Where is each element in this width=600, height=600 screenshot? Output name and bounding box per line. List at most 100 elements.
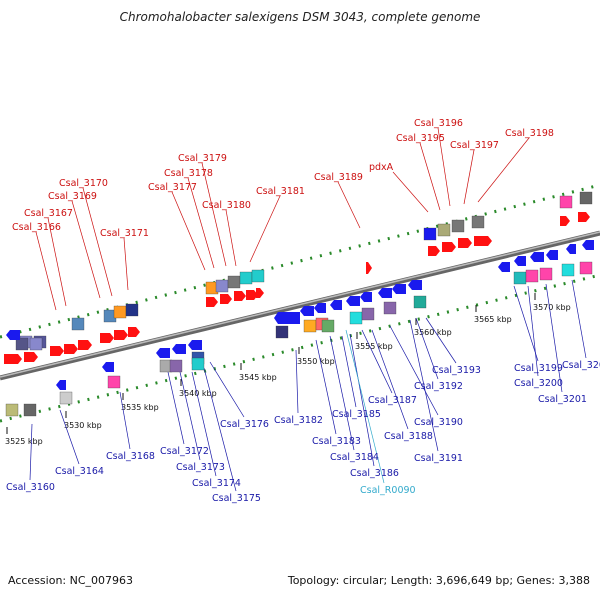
reverse-gene-arrow xyxy=(566,244,576,254)
tick-label: 3545 kbp xyxy=(239,373,277,382)
forward-gene-block xyxy=(71,317,85,331)
forward-gene-arrow xyxy=(100,333,114,343)
forward-gene-block xyxy=(579,191,593,205)
reverse-gene-label-leader xyxy=(191,371,217,477)
tick-label: 3555 kbp xyxy=(355,342,393,351)
reverse-gene-label-leader xyxy=(349,333,375,467)
reverse-gene-arrow xyxy=(514,256,526,266)
reverse-gene-arrow xyxy=(56,380,66,390)
tick-label: 3550 kbp xyxy=(297,357,335,366)
reverse-gene-label: Csal_3187 xyxy=(368,395,417,406)
forward-gene-arrow xyxy=(458,238,472,248)
reverse-gene-arrow xyxy=(378,288,392,298)
forward-gene-block xyxy=(559,195,573,209)
forward-gene-label: Csal_3166 xyxy=(12,222,61,233)
forward-gene-arrow xyxy=(246,290,258,300)
reverse-gene-block xyxy=(413,295,427,309)
forward-gene-arrow xyxy=(428,246,440,256)
reverse-gene-block xyxy=(15,337,29,351)
reverse-gene-label: Csal_3191 xyxy=(414,453,463,464)
reverse-gene-arrow xyxy=(314,303,326,313)
reverse-gene-block xyxy=(383,301,397,315)
reverse-gene-label: Csal_3202 xyxy=(562,360,600,371)
reverse-gene-block xyxy=(513,271,527,285)
reverse-gene-block xyxy=(191,357,205,371)
forward-gene-label-leader xyxy=(437,127,451,207)
tick-label: 3570 kbp xyxy=(533,303,571,312)
tick-label: 3565 kbp xyxy=(474,315,512,324)
forward-gene-label: Csal_3198 xyxy=(505,128,554,139)
forward-gene-block xyxy=(471,215,485,229)
reverse-gene-label-leader xyxy=(571,279,587,359)
forward-gene-arrow xyxy=(128,327,140,337)
forward-gene-label: Csal_3196 xyxy=(414,118,463,129)
forward-gene-label: Csal_3169 xyxy=(48,191,97,202)
forward-gene-label-leader xyxy=(35,231,57,311)
forward-gene-label: Csal_3189 xyxy=(314,172,363,183)
reverse-gene-block xyxy=(59,391,73,405)
forward-gene-label-leader xyxy=(477,137,530,203)
reverse-gene-block xyxy=(169,359,183,373)
reverse-gene-arrow xyxy=(172,344,186,354)
topology-text: Topology: circular; Length: 3,696,649 bp… xyxy=(287,574,590,587)
reverse-gene-label-leader xyxy=(315,339,337,435)
reverse-gene-label: Csal_3182 xyxy=(274,415,323,426)
forward-gene-block xyxy=(239,271,253,285)
forward-gene-label-leader xyxy=(392,171,429,213)
reverse-gene-label-leader xyxy=(209,361,245,418)
reverse-gene-block xyxy=(5,403,19,417)
forward-gene-block xyxy=(251,269,265,283)
forward-gene-block xyxy=(451,219,465,233)
reverse-gene-label-leader xyxy=(329,335,355,451)
forward-gene-label-leader xyxy=(201,162,227,267)
reverse-gene-arrow xyxy=(408,280,422,290)
reverse-gene-label: Csal_3199 xyxy=(514,363,563,374)
reverse-gene-arrow xyxy=(582,240,594,250)
forward-gene-arrow xyxy=(578,212,590,222)
reverse-gene-label-leader xyxy=(179,371,201,461)
tick-label: 3540 kbp xyxy=(179,389,217,398)
reverse-gene-label: Csal_3201 xyxy=(538,394,587,405)
forward-gene-label: Csal_3197 xyxy=(450,140,499,151)
reverse-gene-label: Csal_3186 xyxy=(350,468,399,479)
tick-marks: 3525 kbp 3530 kbp 3535 kbp 3540 kbp 3545 kbp… xyxy=(5,293,571,446)
forward-gene-arrow xyxy=(220,294,232,304)
forward-gene-arrow xyxy=(234,291,246,301)
reverse-gene-label: Csal_3184 xyxy=(330,452,379,463)
forward-gene-label-leader xyxy=(71,200,101,299)
forward-gene-label-leader xyxy=(419,142,441,211)
forward-gene-arrow xyxy=(64,344,78,354)
reverse-gene-label-leader xyxy=(389,325,439,416)
tick-label: 3525 kbp xyxy=(5,437,43,446)
reverse-gene-label: Csal_3168 xyxy=(106,451,155,462)
forward-gene-arrow xyxy=(560,216,570,226)
forward-gene-arrow xyxy=(206,297,218,307)
tick-label: 3560 kbp xyxy=(414,328,452,337)
reverse-gene-label-leader xyxy=(371,329,409,430)
reverse-gene-label-leader xyxy=(409,319,439,452)
tick-label: 3535 kbp xyxy=(121,403,159,412)
forward-gene-arrow xyxy=(114,330,128,340)
reverse-gene-arrow xyxy=(102,362,114,372)
forward-gene-label-leader xyxy=(463,149,475,205)
forward-gene-arrow xyxy=(366,262,372,274)
forward-gene-label-leader xyxy=(171,191,206,271)
forward-gene-label: Csal_3171 xyxy=(100,228,149,239)
forward-gene-label-leader xyxy=(187,177,215,269)
reverse-gene-block xyxy=(321,319,335,333)
forward-gene-block xyxy=(227,275,241,289)
reverse-gene-label: Csal_3160 xyxy=(6,482,55,493)
reverse-gene-label-leader xyxy=(361,329,393,394)
reverse-gene-arrow xyxy=(498,262,510,272)
reverse-gene-block xyxy=(23,403,37,417)
reverse-gene-label-leader xyxy=(425,317,457,364)
reverse-gene-label-leader xyxy=(59,409,80,465)
reverse-gene-block xyxy=(361,307,375,321)
gene-features xyxy=(4,191,594,417)
reverse-gene-block xyxy=(561,263,575,277)
reverse-gene-arrow xyxy=(346,296,360,306)
forward-gene-label-leader xyxy=(47,217,67,307)
reverse-gene-arrow xyxy=(330,300,342,310)
dotted-line-lower xyxy=(0,273,600,423)
forward-gene-label: pdxA xyxy=(369,162,394,173)
